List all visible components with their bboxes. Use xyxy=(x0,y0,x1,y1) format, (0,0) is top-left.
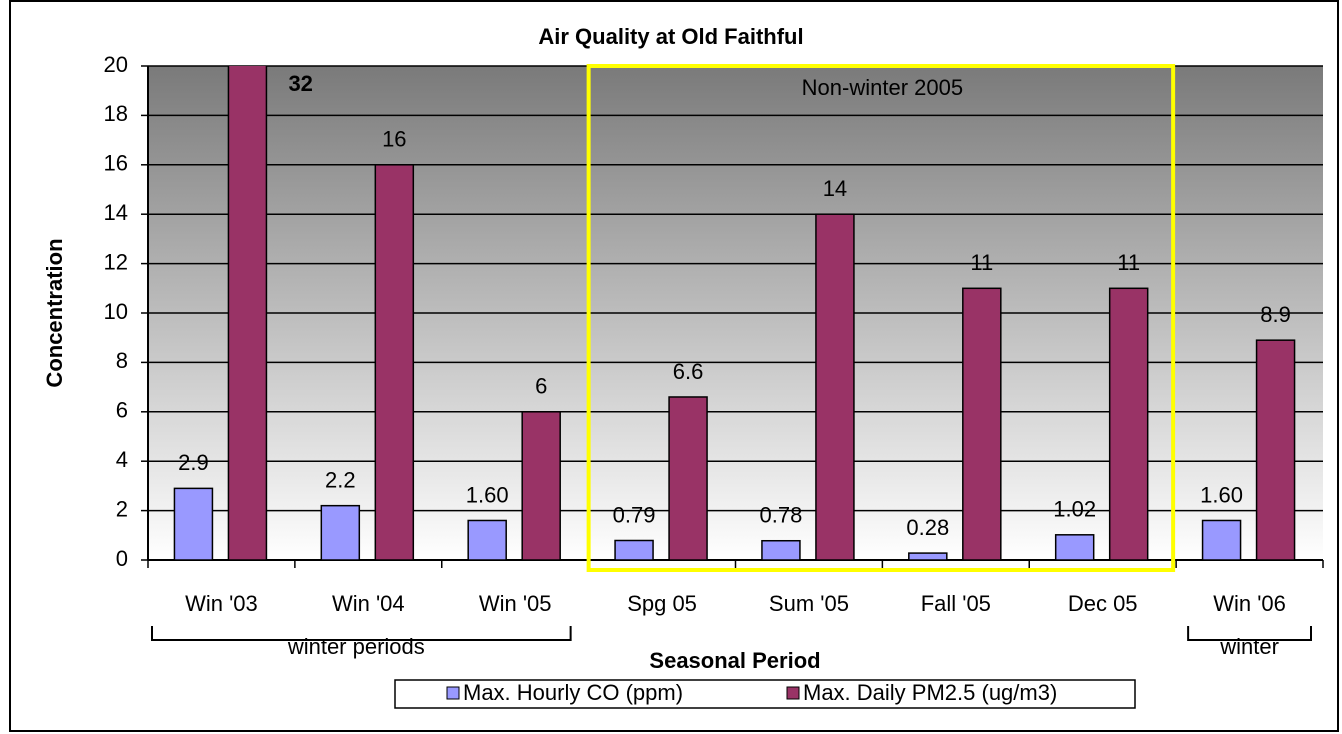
value-label: 1.02 xyxy=(1053,497,1096,522)
y-tick-label: 12 xyxy=(104,249,128,274)
value-label: 0.79 xyxy=(613,502,656,527)
legend-box xyxy=(394,679,1136,709)
y-tick-label: 4 xyxy=(116,447,128,472)
bar xyxy=(1255,339,1296,560)
x-tick-label: Win '06 xyxy=(1213,591,1286,616)
bar xyxy=(962,287,1002,560)
x-tick-label: Dec 05 xyxy=(1068,591,1138,616)
y-axis-label: Concentration xyxy=(42,238,67,387)
annotation: winter xyxy=(1219,634,1279,659)
y-tick-label: 8 xyxy=(116,348,128,373)
bar xyxy=(320,504,361,560)
value-label: 14 xyxy=(823,176,847,201)
bracket xyxy=(1187,626,1312,641)
legend-swatch xyxy=(446,686,460,700)
x-tick-label: Win '03 xyxy=(185,591,258,616)
bar xyxy=(1201,519,1242,560)
bar xyxy=(374,164,415,560)
legend-label: Max. Daily PM2.5 (ug/m3) xyxy=(803,680,1057,705)
annotation: Non-winter 2005 xyxy=(802,75,963,100)
value-label: 16 xyxy=(382,127,406,152)
x-tick-label: Spg 05 xyxy=(627,591,697,616)
bar xyxy=(467,519,507,560)
annotation: winter periods xyxy=(287,634,425,659)
bar xyxy=(1108,287,1149,560)
value-label: 2.9 xyxy=(178,450,209,475)
bar xyxy=(173,487,214,560)
bar xyxy=(227,66,268,560)
value-label: 1.60 xyxy=(466,482,509,507)
bar xyxy=(521,411,561,560)
y-tick-label: 16 xyxy=(104,151,128,176)
y-tick-label: 2 xyxy=(116,496,128,521)
value-label: 32 xyxy=(288,71,312,96)
y-tick-label: 18 xyxy=(104,101,128,126)
bar xyxy=(908,552,948,560)
value-label: 11 xyxy=(970,250,993,275)
x-tick-label: Fall '05 xyxy=(921,591,991,616)
y-tick-label: 10 xyxy=(104,299,128,324)
bar xyxy=(668,396,708,560)
bar xyxy=(761,539,801,560)
value-label: 1.60 xyxy=(1200,482,1243,507)
bar xyxy=(614,539,654,560)
bars xyxy=(173,66,1296,560)
value-label: 0.28 xyxy=(906,515,949,540)
value-label: 0.78 xyxy=(760,503,803,528)
highlight-box xyxy=(586,64,1176,572)
value-label: 11 xyxy=(1117,250,1140,275)
value-label: 6 xyxy=(535,374,547,399)
bracket xyxy=(151,626,572,641)
x-tick-label: Win '04 xyxy=(332,591,405,616)
chart-title: Air Quality at Old Faithful xyxy=(538,24,803,49)
y-tick-label: 20 xyxy=(104,52,128,77)
legend-label: Max. Hourly CO (ppm) xyxy=(463,680,683,705)
value-label: 6.6 xyxy=(673,359,704,384)
legend-swatch xyxy=(786,686,800,700)
y-tick-label: 6 xyxy=(116,398,128,423)
value-label: 8.9 xyxy=(1260,302,1291,327)
x-axis-label: Seasonal Period xyxy=(649,648,820,673)
bar xyxy=(1054,534,1095,560)
bar xyxy=(815,213,855,560)
y-tick-label: 14 xyxy=(104,200,128,225)
y-tick-label: 0 xyxy=(116,546,128,571)
value-label: 2.2 xyxy=(325,467,356,492)
x-tick-label: Win '05 xyxy=(479,591,552,616)
x-tick-label: Sum '05 xyxy=(769,591,849,616)
